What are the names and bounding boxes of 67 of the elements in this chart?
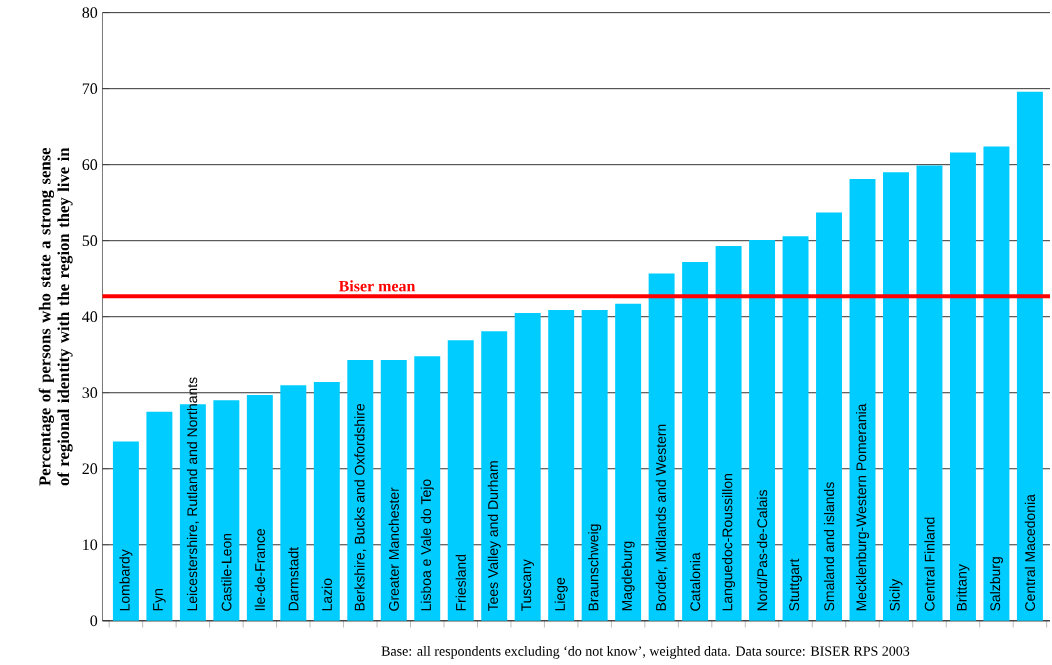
bar (347, 360, 374, 621)
bar (849, 179, 876, 621)
bar (313, 382, 340, 621)
x-tick-label: Lombardy (119, 549, 133, 611)
bar (1016, 91, 1043, 621)
bar (213, 400, 240, 621)
bar (648, 273, 675, 621)
x-tick-label: Friesland (455, 555, 466, 611)
x-tick-label: Smaland and islands (823, 482, 835, 611)
x-tick-label: Greater Manchester (388, 487, 399, 611)
x-tick-label: Berkshire, Bucks and Oxfordshire (354, 404, 367, 611)
bar (447, 340, 474, 621)
x-tick-label: Tees Valley and Durham (487, 461, 501, 612)
bar (715, 246, 742, 621)
x-tick-label: Central Finland (924, 517, 935, 611)
bar (949, 152, 976, 621)
y-tick-label: 10 (83, 539, 98, 551)
x-tick-label: Leicestershire, Rutland and Northants (186, 377, 199, 611)
x-tick-label: Magdeburg (621, 541, 635, 611)
bar (146, 411, 173, 621)
x-tick-label: Nord/Pas-de-Calais (756, 490, 768, 611)
x-tick-label: Stuttgart (789, 558, 802, 611)
y-tick-label: 20 (82, 463, 98, 475)
x-tick-label: Liege (554, 578, 568, 611)
x-tick-label: Lisboa e Vale do Tejo (420, 479, 434, 611)
bar (581, 310, 608, 621)
bar (548, 310, 575, 621)
y-tick-label: 40 (82, 311, 98, 323)
bar (380, 360, 407, 621)
x-tick-label: Central Macedonia (1024, 494, 1036, 611)
bar (514, 313, 541, 621)
x-tick-label: Languedoc-Roussillon (722, 474, 736, 611)
x-tick-label: Salzburg (989, 557, 1003, 611)
y-tick-label: 0 (90, 615, 98, 627)
x-tick-label: Mecklenburg-Western Pomerania (856, 403, 870, 611)
ref-line-label: Biser mean (338, 280, 416, 292)
x-tick-label: Sicily (889, 578, 903, 611)
bar (481, 331, 508, 621)
y-tick-label: 30 (82, 387, 98, 399)
x-tick-label: Border, Midlands and Western (655, 424, 668, 611)
x-tick-label: Darmstadt (288, 547, 299, 611)
bar (414, 356, 441, 621)
x-tick-label: Braunschweig (588, 524, 602, 611)
x-tick-label: Fyn (153, 589, 166, 611)
x-tick-label: Catalonia (689, 552, 701, 611)
x-tick-label: Castile-Leon (221, 534, 232, 611)
bar (749, 240, 776, 621)
bar (682, 262, 709, 621)
y-axis-title: Percentage of persons who state a strong sense of regional identity with the region they live in (38, 147, 73, 486)
bar (883, 172, 909, 621)
bar (280, 385, 307, 621)
y-tick-label: 80 (82, 7, 98, 19)
bar (983, 146, 1010, 621)
y-tick-label: 60 (82, 159, 98, 171)
bar (816, 212, 842, 621)
x-tick-label: Ile-de-France (254, 529, 265, 611)
x-tick-label: Lazio (321, 578, 332, 611)
bar (782, 236, 809, 621)
text: Base: all respondents excluding ‘do not know’, weighted data. Data source: BISER RPS 2003 (381, 646, 910, 659)
y-tick-label: 70 (82, 83, 98, 95)
y-tick-label: 50 (82, 235, 98, 247)
bar (916, 165, 943, 621)
x-tick-label: Brittany (956, 564, 970, 611)
bar (615, 303, 642, 621)
bar (246, 395, 273, 621)
bar (112, 441, 139, 621)
x-tick-label: Tuscany (521, 559, 534, 612)
